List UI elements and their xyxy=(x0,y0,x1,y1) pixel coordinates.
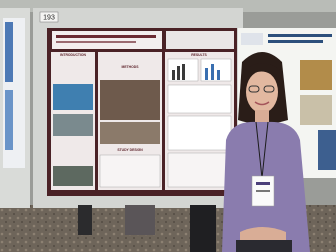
poster-bar xyxy=(177,66,180,80)
poster-bar xyxy=(211,64,214,80)
poster-figure xyxy=(53,166,93,186)
neck xyxy=(255,110,269,122)
poster-bar xyxy=(217,70,220,80)
right-poster-figure xyxy=(318,130,336,170)
section-heading: RESULTS xyxy=(191,53,207,57)
poster-bar xyxy=(205,68,208,80)
right-poster-title-line xyxy=(268,40,323,43)
right-poster-figure xyxy=(300,95,332,125)
right-poster-title-line xyxy=(268,34,332,37)
poster-figure xyxy=(168,116,231,150)
background-person xyxy=(78,205,92,235)
right-poster-figure xyxy=(300,60,332,90)
background-person xyxy=(190,205,216,252)
right-poster-logo xyxy=(241,33,263,45)
poster-figure xyxy=(53,84,93,110)
page: 193 INTRODUCTION METHODS STUDY DESIGN RE… xyxy=(0,0,336,252)
poster-logo-box xyxy=(166,31,234,49)
pants xyxy=(236,240,292,252)
name-badge-line xyxy=(256,190,270,192)
poster-title-box xyxy=(52,31,162,49)
poster-figure xyxy=(53,114,93,136)
poster-title-line xyxy=(56,35,156,38)
poster-bar xyxy=(172,70,175,80)
poster-text-block xyxy=(168,153,231,187)
left-poster-panel xyxy=(5,90,13,150)
name-badge-line xyxy=(256,182,270,185)
poster-photo-grid xyxy=(100,80,160,120)
section-heading: STUDY DESIGN xyxy=(117,148,143,152)
background-person xyxy=(125,205,155,235)
poster-figure xyxy=(168,85,231,113)
poster-diagram xyxy=(100,155,160,187)
board-number: 193 xyxy=(43,14,55,21)
poster-photo-grid xyxy=(100,122,160,144)
left-poster-panel xyxy=(5,22,13,82)
photo: 193 INTRODUCTION METHODS STUDY DESIGN RE… xyxy=(0,0,336,252)
section-heading: METHODS xyxy=(122,65,140,69)
poster-bar xyxy=(182,64,185,80)
poster-author-line xyxy=(56,41,136,43)
section-heading: INTRODUCTION xyxy=(60,53,87,57)
